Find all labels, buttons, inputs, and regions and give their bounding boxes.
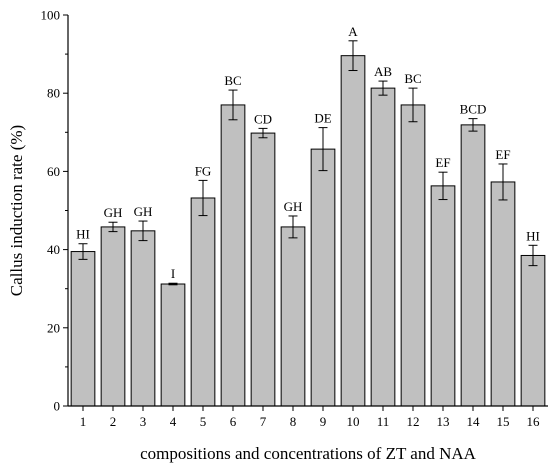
error-bar-11 — [378, 80, 388, 96]
x-tick-label-9: 9 — [320, 414, 327, 429]
bar-6 — [220, 104, 246, 407]
bar-11 — [370, 87, 396, 407]
error-bars — [78, 40, 538, 286]
bars — [70, 55, 546, 407]
x-tick-label-16: 16 — [527, 414, 541, 429]
error-bar-8 — [288, 215, 298, 239]
y-axis-title: Callus induction rate (%) — [7, 125, 26, 296]
bar-12 — [400, 104, 426, 407]
y-tick-label-80: 80 — [47, 86, 60, 101]
significance-label-15: EF — [495, 147, 510, 162]
significance-label-11: AB — [374, 64, 392, 79]
x-tick-label-7: 7 — [260, 414, 267, 429]
x-tick-label-13: 13 — [437, 414, 450, 429]
error-bar-13 — [438, 171, 448, 201]
significance-label-3: GH — [134, 204, 153, 219]
error-bar-9 — [318, 127, 328, 172]
error-bar-10 — [348, 40, 358, 72]
bar-13 — [430, 185, 456, 407]
x-tick-label-15: 15 — [497, 414, 510, 429]
x-tick-label-3: 3 — [140, 414, 147, 429]
x-ticks: 1 2 3 4 5 6 7 8 9 10 11 12 13 14 15 16 — [80, 406, 540, 429]
significance-label-8: GH — [284, 199, 303, 214]
error-bar-1 — [78, 243, 88, 260]
error-bar-12 — [408, 87, 418, 123]
x-tick-label-11: 11 — [377, 414, 390, 429]
x-tick-label-5: 5 — [200, 414, 207, 429]
error-bar-7 — [258, 127, 268, 139]
significance-label-1: HI — [76, 227, 90, 242]
y-tick-label-0: 0 — [54, 399, 61, 414]
bar-7 — [250, 132, 276, 407]
y-ticks: 0 20 40 60 80 100 — [41, 8, 68, 414]
bar-1 — [70, 251, 96, 407]
significance-label-14: BCD — [460, 102, 487, 117]
significance-labels: HI GH GH I FG BC CD GH DE A AB BC EF BCD EF HI — [76, 24, 540, 281]
bar-2 — [100, 226, 126, 407]
bar-5 — [190, 197, 216, 407]
x-tick-label-1: 1 — [80, 414, 87, 429]
error-bar-16 — [528, 244, 538, 267]
bar-16 — [520, 254, 546, 407]
significance-label-13: EF — [435, 155, 450, 170]
error-bar-5 — [198, 179, 208, 217]
significance-label-5: FG — [195, 163, 212, 178]
significance-label-9: DE — [314, 111, 331, 126]
significance-label-6: BC — [224, 73, 241, 88]
bar-3 — [130, 230, 156, 407]
error-bar-15 — [498, 163, 508, 201]
x-tick-label-6: 6 — [230, 414, 237, 429]
x-tick-label-4: 4 — [170, 414, 177, 429]
significance-label-12: BC — [404, 71, 421, 86]
bar-4 — [160, 283, 186, 407]
significance-label-16: HI — [526, 228, 540, 243]
bar-8 — [280, 226, 306, 407]
significance-label-2: GH — [104, 205, 123, 220]
error-bar-2 — [108, 221, 118, 233]
y-tick-label-40: 40 — [47, 242, 60, 257]
error-bar-14 — [468, 118, 478, 132]
x-axis-title: compositions and concentrations of ZT an… — [140, 444, 477, 463]
error-bar-6 — [228, 89, 238, 121]
x-tick-label-10: 10 — [347, 414, 360, 429]
significance-label-4: I — [171, 266, 175, 281]
bar-15 — [490, 181, 516, 407]
bar-10 — [340, 55, 366, 407]
bar-9 — [310, 148, 336, 407]
significance-label-7: CD — [254, 111, 272, 126]
x-tick-label-14: 14 — [467, 414, 481, 429]
x-tick-label-2: 2 — [110, 414, 117, 429]
significance-label-10: A — [348, 24, 358, 39]
y-tick-label-20: 20 — [47, 320, 60, 335]
x-tick-label-12: 12 — [407, 414, 420, 429]
error-bar-4 — [168, 282, 178, 286]
error-bar-3 — [138, 220, 148, 242]
y-tick-label-60: 60 — [47, 164, 60, 179]
x-tick-label-8: 8 — [290, 414, 297, 429]
bar-14 — [460, 124, 486, 407]
y-tick-label-100: 100 — [41, 8, 61, 23]
